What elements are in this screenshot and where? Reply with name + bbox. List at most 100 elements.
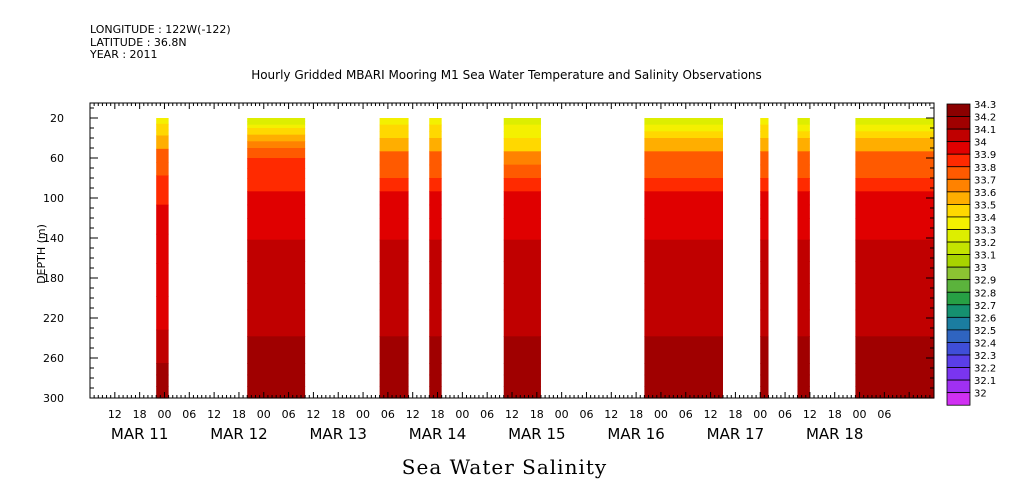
salinity-band xyxy=(247,158,306,169)
colorbar-swatch xyxy=(946,342,971,356)
colorbar-label: 33.8 xyxy=(974,163,996,174)
y-tick-label: 140 xyxy=(43,232,64,245)
salinity-band xyxy=(644,363,723,376)
colorbar-label: 33.6 xyxy=(974,188,996,199)
salinity-band xyxy=(855,151,934,166)
salinity-band xyxy=(379,178,409,192)
colorbar-label: 33.9 xyxy=(974,150,996,161)
colorbar-label: 33.7 xyxy=(974,175,996,186)
salinity-band xyxy=(855,336,934,364)
colorbar-label: 34 xyxy=(974,138,987,149)
salinity-band xyxy=(379,261,409,284)
salinity-band xyxy=(247,336,306,364)
salinity-band xyxy=(760,178,769,192)
salinity-band xyxy=(156,175,169,206)
metadata-block: LONGITUDE : 122W(-122) LATITUDE : 36.8N … xyxy=(90,23,231,62)
salinity-band xyxy=(644,204,723,219)
data-block xyxy=(503,118,541,399)
salinity-band xyxy=(379,336,409,364)
salinity-band xyxy=(797,386,810,399)
data-block xyxy=(644,118,723,399)
x-hour-label: 12 xyxy=(108,408,122,421)
salinity-band xyxy=(379,204,409,219)
salinity-band xyxy=(379,131,409,139)
salinity-band xyxy=(644,191,723,206)
x-hour-label: 00 xyxy=(257,408,271,421)
data-block xyxy=(429,118,442,399)
x-hour-label: 12 xyxy=(207,408,221,421)
data-blocks xyxy=(156,118,934,399)
x-hour-label: 12 xyxy=(505,408,519,421)
salinity-band xyxy=(797,118,810,126)
colorbar-swatch xyxy=(946,304,971,318)
salinity-band xyxy=(797,261,810,284)
salinity-band xyxy=(855,118,934,126)
salinity-band xyxy=(156,162,169,177)
x-hour-label: 18 xyxy=(530,408,544,421)
colorbar-swatch xyxy=(946,367,971,381)
salinity-band xyxy=(247,148,306,159)
data-block xyxy=(855,118,934,399)
colorbar-swatch xyxy=(946,279,971,293)
colorbar-label: 32.7 xyxy=(974,301,996,312)
salinity-band xyxy=(429,118,442,126)
salinity-band xyxy=(503,204,541,219)
salinity-band xyxy=(156,135,169,150)
salinity-band xyxy=(855,204,934,219)
salinity-band xyxy=(379,138,409,152)
colorbar-label: 34.2 xyxy=(974,113,996,124)
colorbar-label: 33.5 xyxy=(974,200,996,211)
salinity-band xyxy=(429,178,442,192)
x-date-label: MAR 14 xyxy=(409,425,466,443)
colorbar-swatch xyxy=(946,266,971,281)
x-hour-label: 18 xyxy=(232,408,246,421)
colorbar-swatch xyxy=(946,191,971,205)
salinity-band xyxy=(247,191,306,206)
colorbar-label: 32.6 xyxy=(974,313,996,324)
salinity-band xyxy=(247,121,306,126)
salinity-band xyxy=(644,164,723,179)
data-block xyxy=(156,118,169,399)
salinity-band xyxy=(855,191,934,206)
x-hour-label: 18 xyxy=(431,408,445,421)
x-hour-label: 06 xyxy=(877,408,891,421)
colorbar-label: 32.2 xyxy=(974,364,996,375)
salinity-band xyxy=(855,164,934,179)
colorbar-swatch xyxy=(946,216,971,230)
salinity-band xyxy=(247,309,306,337)
colorbar-swatch xyxy=(946,203,971,218)
colorbar-swatch xyxy=(946,178,971,193)
salinity-band xyxy=(156,374,169,387)
salinity-band xyxy=(429,138,442,152)
x-hour-label: 00 xyxy=(455,408,469,421)
salinity-band xyxy=(760,363,769,376)
salinity-band xyxy=(429,131,442,139)
salinity-band xyxy=(379,309,409,337)
colorbar-label: 34.1 xyxy=(974,125,996,136)
salinity-band xyxy=(503,151,541,166)
x-hour-label: 06 xyxy=(381,408,395,421)
salinity-band xyxy=(156,123,169,131)
salinity-band xyxy=(379,124,409,132)
salinity-band xyxy=(156,263,169,297)
colorbar-label: 32.4 xyxy=(974,338,996,349)
salinity-band xyxy=(644,151,723,166)
salinity-band xyxy=(503,374,541,387)
salinity-band xyxy=(503,336,541,364)
salinity-band xyxy=(429,124,442,132)
colorbar-label: 33 xyxy=(974,263,987,274)
salinity-band xyxy=(855,218,934,241)
colorbar-label: 32 xyxy=(974,389,987,400)
salinity-band xyxy=(379,118,409,126)
salinity-band xyxy=(760,151,769,166)
salinity-band xyxy=(855,374,934,387)
salinity-band xyxy=(855,386,934,399)
salinity-band xyxy=(429,386,442,399)
salinity-band xyxy=(760,261,769,284)
salinity-band xyxy=(429,204,442,219)
salinity-band xyxy=(644,374,723,387)
salinity-band xyxy=(379,239,409,262)
salinity-band xyxy=(797,178,810,192)
salinity-band xyxy=(797,151,810,166)
